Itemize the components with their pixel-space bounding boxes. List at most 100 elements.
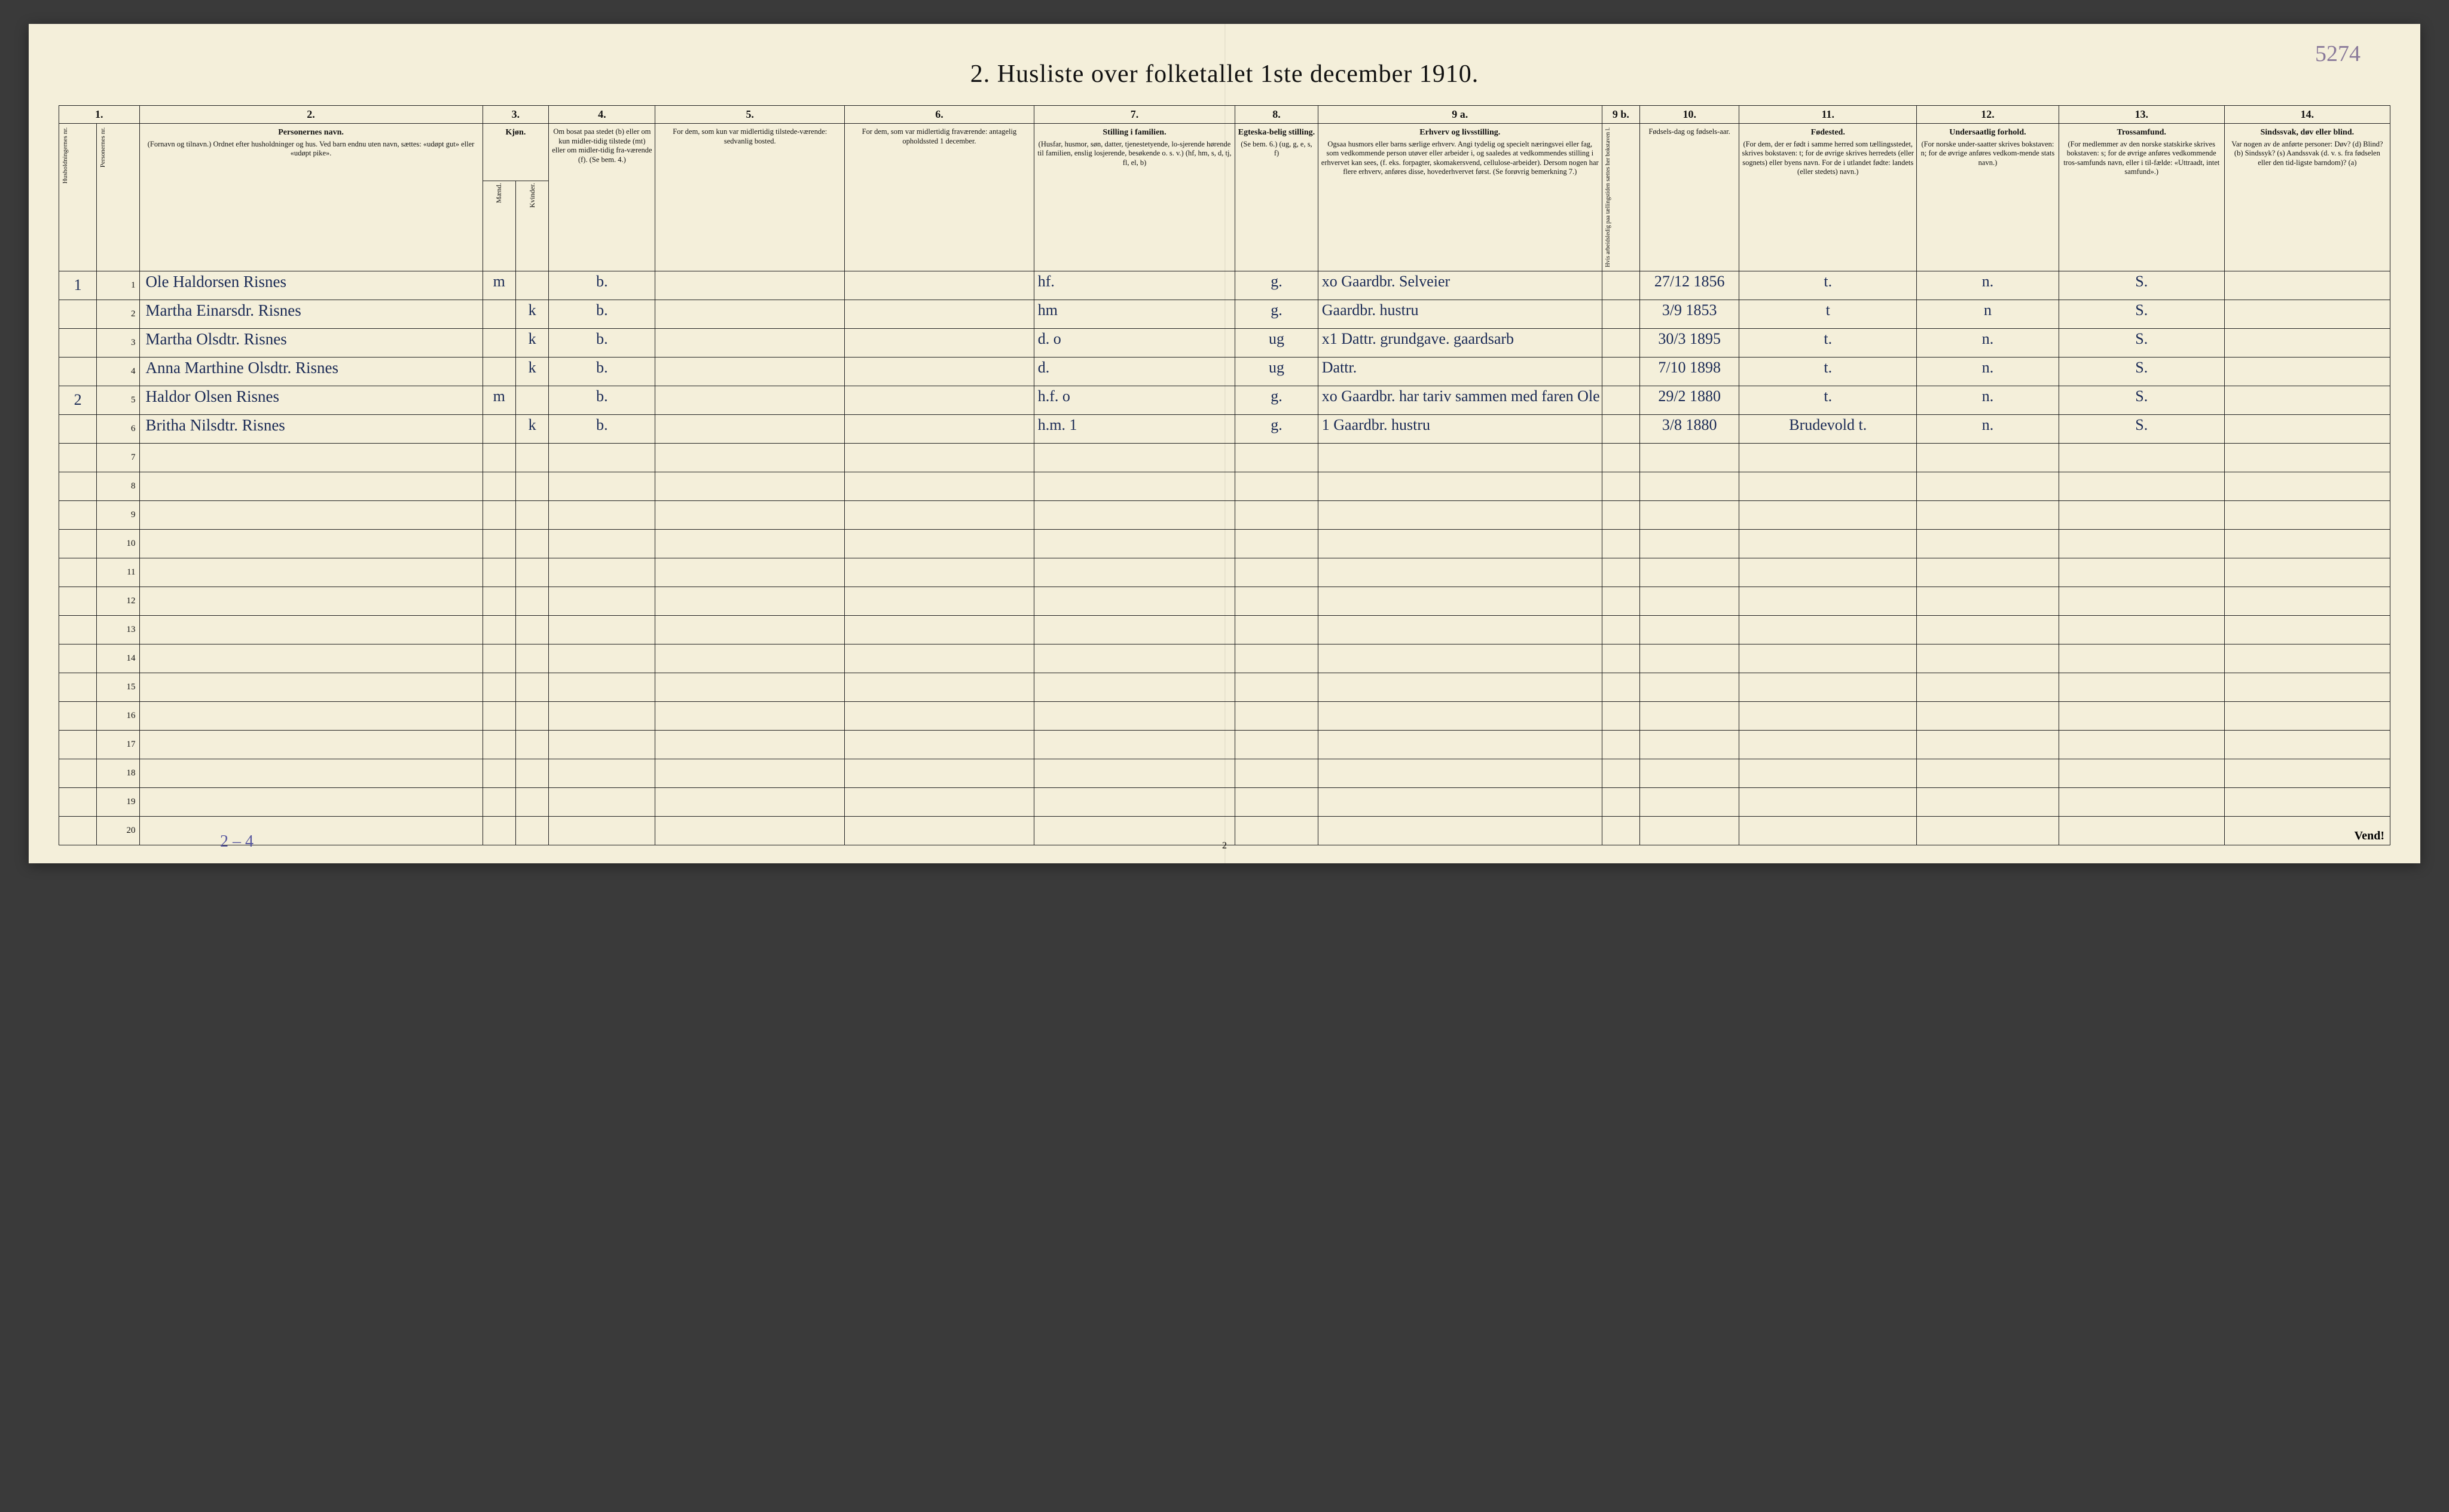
cell-res	[549, 701, 655, 730]
cell-c9b	[1602, 558, 1639, 587]
page-title: 2. Husliste over folketallet 1ste decemb…	[59, 60, 2390, 88]
cell-temp	[655, 673, 845, 701]
cell-res	[549, 615, 655, 644]
cell-inf	[2224, 673, 2390, 701]
col-head-mar: Egteska-belig stilling. (Se bem. 6.) (ug…	[1235, 124, 1318, 271]
cell-temp	[655, 701, 845, 730]
cell-hh	[59, 357, 97, 386]
col-num: 10.	[1640, 106, 1739, 124]
cell-pos	[1034, 787, 1235, 816]
cell-bpl: t.	[1739, 386, 1917, 414]
cell-abs	[845, 644, 1034, 673]
cell-rel	[2059, 472, 2224, 500]
cell-mar	[1235, 816, 1318, 845]
cell-mar: g.	[1235, 386, 1318, 414]
cell-sex_k	[515, 443, 548, 472]
cell-temp	[655, 386, 845, 414]
cell-pn: 18	[97, 759, 139, 787]
cell-rel: S.	[2059, 414, 2224, 443]
cell-bday: 3/8 1880	[1640, 414, 1739, 443]
cell-temp	[655, 759, 845, 787]
cell-inf	[2224, 328, 2390, 357]
col-num: 14.	[2224, 106, 2390, 124]
cell-nat	[1917, 701, 2059, 730]
cell-hh	[59, 529, 97, 558]
cell-occ: xo Gaardbr. Selveier	[1318, 271, 1602, 300]
cell-temp	[655, 300, 845, 328]
cell-mar	[1235, 759, 1318, 787]
cell-name	[139, 816, 483, 845]
cell-abs	[845, 300, 1034, 328]
cell-bpl	[1739, 673, 1917, 701]
table-row: 18	[59, 759, 2390, 787]
cell-pn: 13	[97, 615, 139, 644]
cell-nat	[1917, 500, 2059, 529]
cell-pos	[1034, 529, 1235, 558]
cell-hh	[59, 587, 97, 615]
table-row: 8	[59, 472, 2390, 500]
cell-bpl: t.	[1739, 357, 1917, 386]
cell-hh	[59, 300, 97, 328]
page-number-handwritten: 5274	[2315, 41, 2361, 67]
cell-sex_k	[515, 271, 548, 300]
cell-rel	[2059, 787, 2224, 816]
cell-pos	[1034, 443, 1235, 472]
cell-c9b	[1602, 587, 1639, 615]
cell-mar: ug	[1235, 357, 1318, 386]
table-row: 11	[59, 558, 2390, 587]
col-head-abs: For dem, som var midlertidig fraværende:…	[845, 124, 1034, 271]
cell-inf	[2224, 443, 2390, 472]
cell-nat	[1917, 529, 2059, 558]
cell-sex_k	[515, 730, 548, 759]
cell-occ: x1 Dattr. grundgave. gaardsarb	[1318, 328, 1602, 357]
cell-hh	[59, 328, 97, 357]
cell-pn: 5	[97, 386, 139, 414]
cell-bday: 30/3 1895	[1640, 328, 1739, 357]
cell-pn: 16	[97, 701, 139, 730]
column-number-row: 1. 2. 3. 4. 5. 6. 7. 8. 9 a. 9 b. 10. 11…	[59, 106, 2390, 124]
cell-hh	[59, 615, 97, 644]
cell-nat	[1917, 587, 2059, 615]
cell-pn: 4	[97, 357, 139, 386]
cell-sex_m: m	[483, 386, 515, 414]
cell-inf	[2224, 615, 2390, 644]
cell-hh	[59, 472, 97, 500]
cell-bpl	[1739, 529, 1917, 558]
cell-pn: 7	[97, 443, 139, 472]
cell-bpl	[1739, 443, 1917, 472]
cell-nat: n.	[1917, 328, 2059, 357]
cell-bday	[1640, 500, 1739, 529]
cell-c9b	[1602, 787, 1639, 816]
cell-bday	[1640, 730, 1739, 759]
cell-sex_k	[515, 673, 548, 701]
col-num: 13.	[2059, 106, 2224, 124]
cell-bpl	[1739, 730, 1917, 759]
cell-hh	[59, 816, 97, 845]
cell-bday: 7/10 1898	[1640, 357, 1739, 386]
cell-nat: n.	[1917, 357, 2059, 386]
cell-bpl	[1739, 500, 1917, 529]
cell-pos	[1034, 500, 1235, 529]
cell-abs	[845, 587, 1034, 615]
cell-bday	[1640, 558, 1739, 587]
cell-sex_m	[483, 701, 515, 730]
cell-rel	[2059, 443, 2224, 472]
cell-temp	[655, 529, 845, 558]
col-num: 6.	[845, 106, 1034, 124]
cell-pos	[1034, 701, 1235, 730]
cell-bday	[1640, 472, 1739, 500]
cell-abs	[845, 615, 1034, 644]
cell-sex_k: k	[515, 414, 548, 443]
cell-res: b.	[549, 328, 655, 357]
col-num: 5.	[655, 106, 845, 124]
col-head-pn: Personernes nr.	[97, 124, 139, 271]
cell-bday: 29/2 1880	[1640, 386, 1739, 414]
cell-c9b	[1602, 357, 1639, 386]
census-table: 1. 2. 3. 4. 5. 6. 7. 8. 9 a. 9 b. 10. 11…	[59, 105, 2390, 845]
cell-pn: 10	[97, 529, 139, 558]
cell-rel	[2059, 615, 2224, 644]
cell-nat	[1917, 615, 2059, 644]
cell-inf	[2224, 357, 2390, 386]
cell-rel	[2059, 500, 2224, 529]
cell-nat	[1917, 644, 2059, 673]
